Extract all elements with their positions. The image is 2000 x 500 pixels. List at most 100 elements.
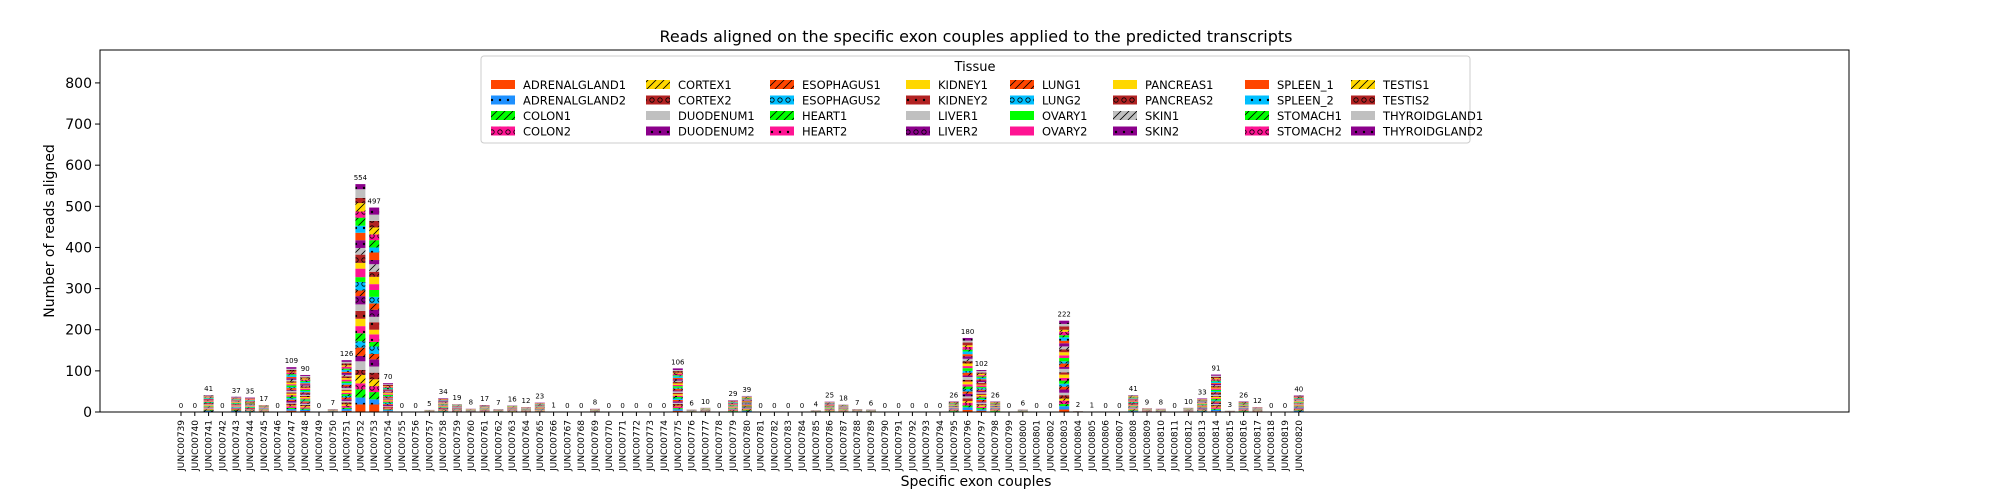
bar-JUNC00808: [1128, 395, 1139, 412]
bar-segment: [962, 386, 973, 390]
bar-segment: [383, 394, 393, 395]
x-tick-label: JUNC00749: [315, 420, 325, 472]
bar-segment: [355, 341, 366, 348]
x-tick-label: JUNC00741: [205, 420, 215, 472]
data-label: 12: [522, 397, 531, 405]
bar-segment: [383, 395, 393, 397]
x-tick-label: JUNC00788: [853, 420, 863, 472]
x-tick-label: JUNC00804: [1074, 420, 1084, 472]
data-label: 16: [508, 395, 517, 403]
legend-item-heart2: HEART2: [770, 125, 847, 139]
bar-segment: [1059, 326, 1070, 330]
legend-item-skin1: SKIN1: [1113, 109, 1179, 123]
bar-segment: [672, 373, 683, 376]
bar-segment: [383, 404, 393, 405]
x-tick-label: JUNC00772: [632, 420, 642, 472]
bar-segment: [1293, 405, 1304, 406]
bar-segment: [1059, 337, 1070, 341]
bar-segment: [741, 404, 752, 406]
bar-segment: [286, 400, 297, 403]
bar-segment: [286, 407, 297, 410]
legend-label: ESOPHAGUS2: [802, 94, 881, 108]
bar-segment: [286, 382, 297, 385]
x-tick-label: JUNC00762: [494, 420, 504, 472]
bar-segment: [300, 391, 311, 393]
x-tick-label: JUNC00748: [301, 420, 311, 472]
bar-segment: [438, 407, 449, 408]
legend-swatch: [491, 126, 515, 136]
bar-segment: [1211, 407, 1221, 409]
bar-segment: [286, 378, 297, 380]
data-label: 10: [1184, 398, 1193, 406]
bar-segment: [300, 390, 311, 392]
bar-segment: [672, 408, 683, 410]
x-tick-label: JUNC00755: [398, 420, 408, 472]
x-tick-label: JUNC00767: [563, 420, 573, 472]
bar-segment: [1293, 403, 1304, 404]
bar-segment: [341, 363, 352, 366]
data-label: 26: [991, 391, 1000, 399]
bar-segment: [355, 369, 366, 375]
bar-segment: [369, 309, 380, 317]
y-tick-label: 300: [65, 282, 92, 298]
bar-segment: [383, 386, 393, 387]
bar-segment: [741, 399, 752, 401]
legend-label: LUNG1: [1042, 78, 1081, 92]
legend-label: LIVER1: [938, 109, 978, 123]
bar-segment: [976, 379, 987, 381]
bar-segment: [383, 405, 393, 407]
legend-swatch: [906, 126, 930, 136]
bar-segment: [1211, 403, 1221, 406]
x-tick-label: JUNC00776: [688, 420, 698, 472]
bar-segment: [1059, 340, 1070, 344]
bar-segment: [976, 397, 987, 400]
data-label: 0: [924, 402, 928, 410]
bar-segment: [341, 395, 352, 398]
bar-segment: [438, 405, 449, 407]
x-tick-label: JUNC00740: [191, 420, 201, 472]
x-tick-label: JUNC00754: [384, 420, 394, 472]
bar-segment: [245, 404, 255, 405]
data-label: 8: [593, 399, 597, 407]
plot-area: [99, 49, 1850, 413]
bar-segment: [341, 392, 352, 395]
bar-segment: [300, 398, 311, 400]
legend-swatch: [1113, 80, 1137, 89]
x-tick-label: JUNC00766: [550, 420, 560, 472]
bar-segment: [1059, 331, 1070, 336]
bar-segment: [962, 381, 973, 385]
legend-swatch: [1351, 111, 1375, 120]
bar-segment: [369, 366, 380, 373]
bar-segment: [300, 407, 311, 409]
bar-segment: [962, 407, 973, 410]
bar-segment: [741, 399, 752, 400]
legend-item-skin2: SKIN2: [1113, 125, 1179, 139]
legend-item-liver2: LIVER2: [906, 125, 978, 139]
legend-label: KIDNEY1: [938, 78, 988, 92]
data-label: 1: [551, 402, 555, 410]
data-label: 0: [1269, 402, 1273, 410]
bar-segment: [672, 386, 683, 388]
bar-segment: [300, 395, 311, 397]
bar-segment: [203, 409, 214, 411]
bar-segment: [286, 410, 297, 412]
bar-segment: [341, 371, 352, 373]
bar-segment: [976, 400, 987, 402]
bar-segment: [1128, 406, 1139, 408]
bar-segment: [383, 398, 393, 400]
bar-segment: [1128, 403, 1139, 405]
bar-segment: [355, 374, 366, 384]
legend-swatch: [906, 111, 930, 120]
bar-segment: [369, 276, 380, 285]
bar-segment: [1293, 404, 1304, 406]
bar-segment: [741, 398, 752, 399]
x-tick-label: JUNC00816: [1240, 420, 1250, 472]
legend-swatch: [1010, 111, 1034, 120]
bar-segment: [369, 264, 380, 272]
bar-segment: [1059, 329, 1070, 332]
data-label: 497: [368, 198, 381, 206]
legend-label: PANCREAS1: [1145, 78, 1213, 92]
data-label: 34: [439, 388, 448, 396]
bar-segment: [1293, 395, 1304, 397]
